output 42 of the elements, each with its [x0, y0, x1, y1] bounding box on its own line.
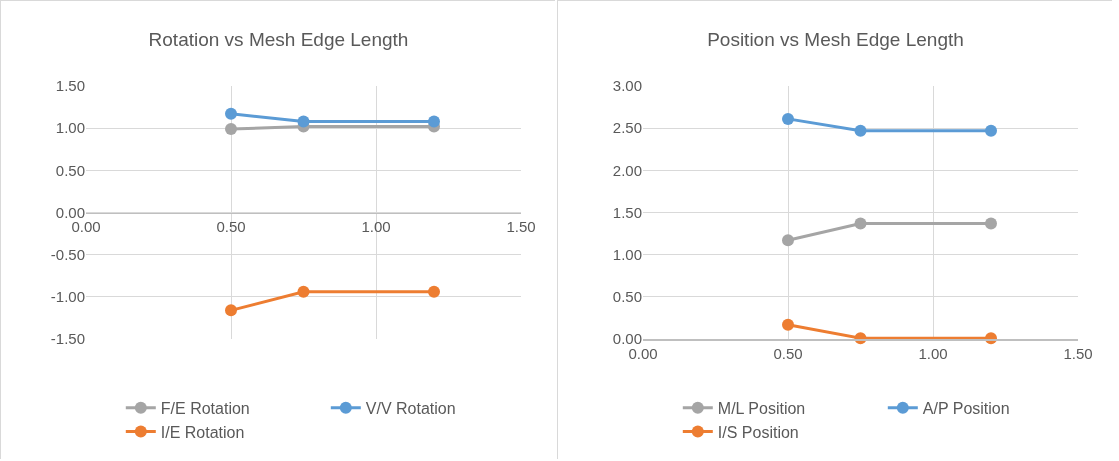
point [225, 123, 237, 135]
y-tick-label: 2.00 [612, 161, 642, 179]
chart-title: Rotation vs Mesh Edge Length [148, 29, 409, 51]
x-tick-label: 0.00 [71, 218, 101, 235]
point [297, 285, 310, 298]
y-tick-label: 1.00 [612, 245, 642, 263]
y-tick-label: 0.50 [55, 161, 85, 179]
y-tick-label: 0.00 [55, 203, 85, 221]
x-tick-label: 0.50 [773, 344, 803, 362]
legend-label: V/V Rotation [365, 399, 456, 417]
point [225, 107, 237, 120]
x-tick-label: 1.00 [918, 344, 948, 362]
x-tick-label: 1.00 [361, 218, 391, 235]
y-tick-label: 0.50 [612, 288, 642, 306]
point [225, 304, 237, 317]
y-tick-label: 1.50 [55, 77, 85, 95]
legend-label: F/E Rotation [160, 399, 250, 417]
legend-label: M/L Position [717, 399, 806, 417]
point [782, 112, 794, 125]
point [428, 285, 440, 298]
x-tick-label: 1.50 [506, 218, 536, 235]
point [985, 217, 997, 230]
legend-label: I/S Position [717, 423, 799, 441]
legend-label: A/P Position [922, 399, 1010, 417]
point [985, 124, 997, 137]
chart-title: Position vs Mesh Edge Length [707, 29, 964, 51]
y-tick-label: 1.50 [612, 203, 642, 221]
point [428, 115, 440, 128]
x-tick-label: 1.50 [1063, 344, 1093, 362]
y-tick-label: -1.00 [50, 288, 85, 306]
y-tick-label: 3.00 [612, 77, 642, 95]
y-tick-label: -0.50 [50, 245, 85, 263]
point [782, 318, 794, 331]
point [782, 234, 794, 247]
point [854, 217, 867, 230]
x-tick-label: 0.50 [216, 218, 246, 235]
y-tick-label: 2.50 [612, 119, 642, 137]
point [297, 115, 310, 128]
y-tick-label: 1.00 [55, 119, 85, 137]
y-tick-label: -1.50 [50, 330, 85, 348]
point [854, 124, 867, 137]
legend-label: I/E Rotation [160, 423, 245, 441]
